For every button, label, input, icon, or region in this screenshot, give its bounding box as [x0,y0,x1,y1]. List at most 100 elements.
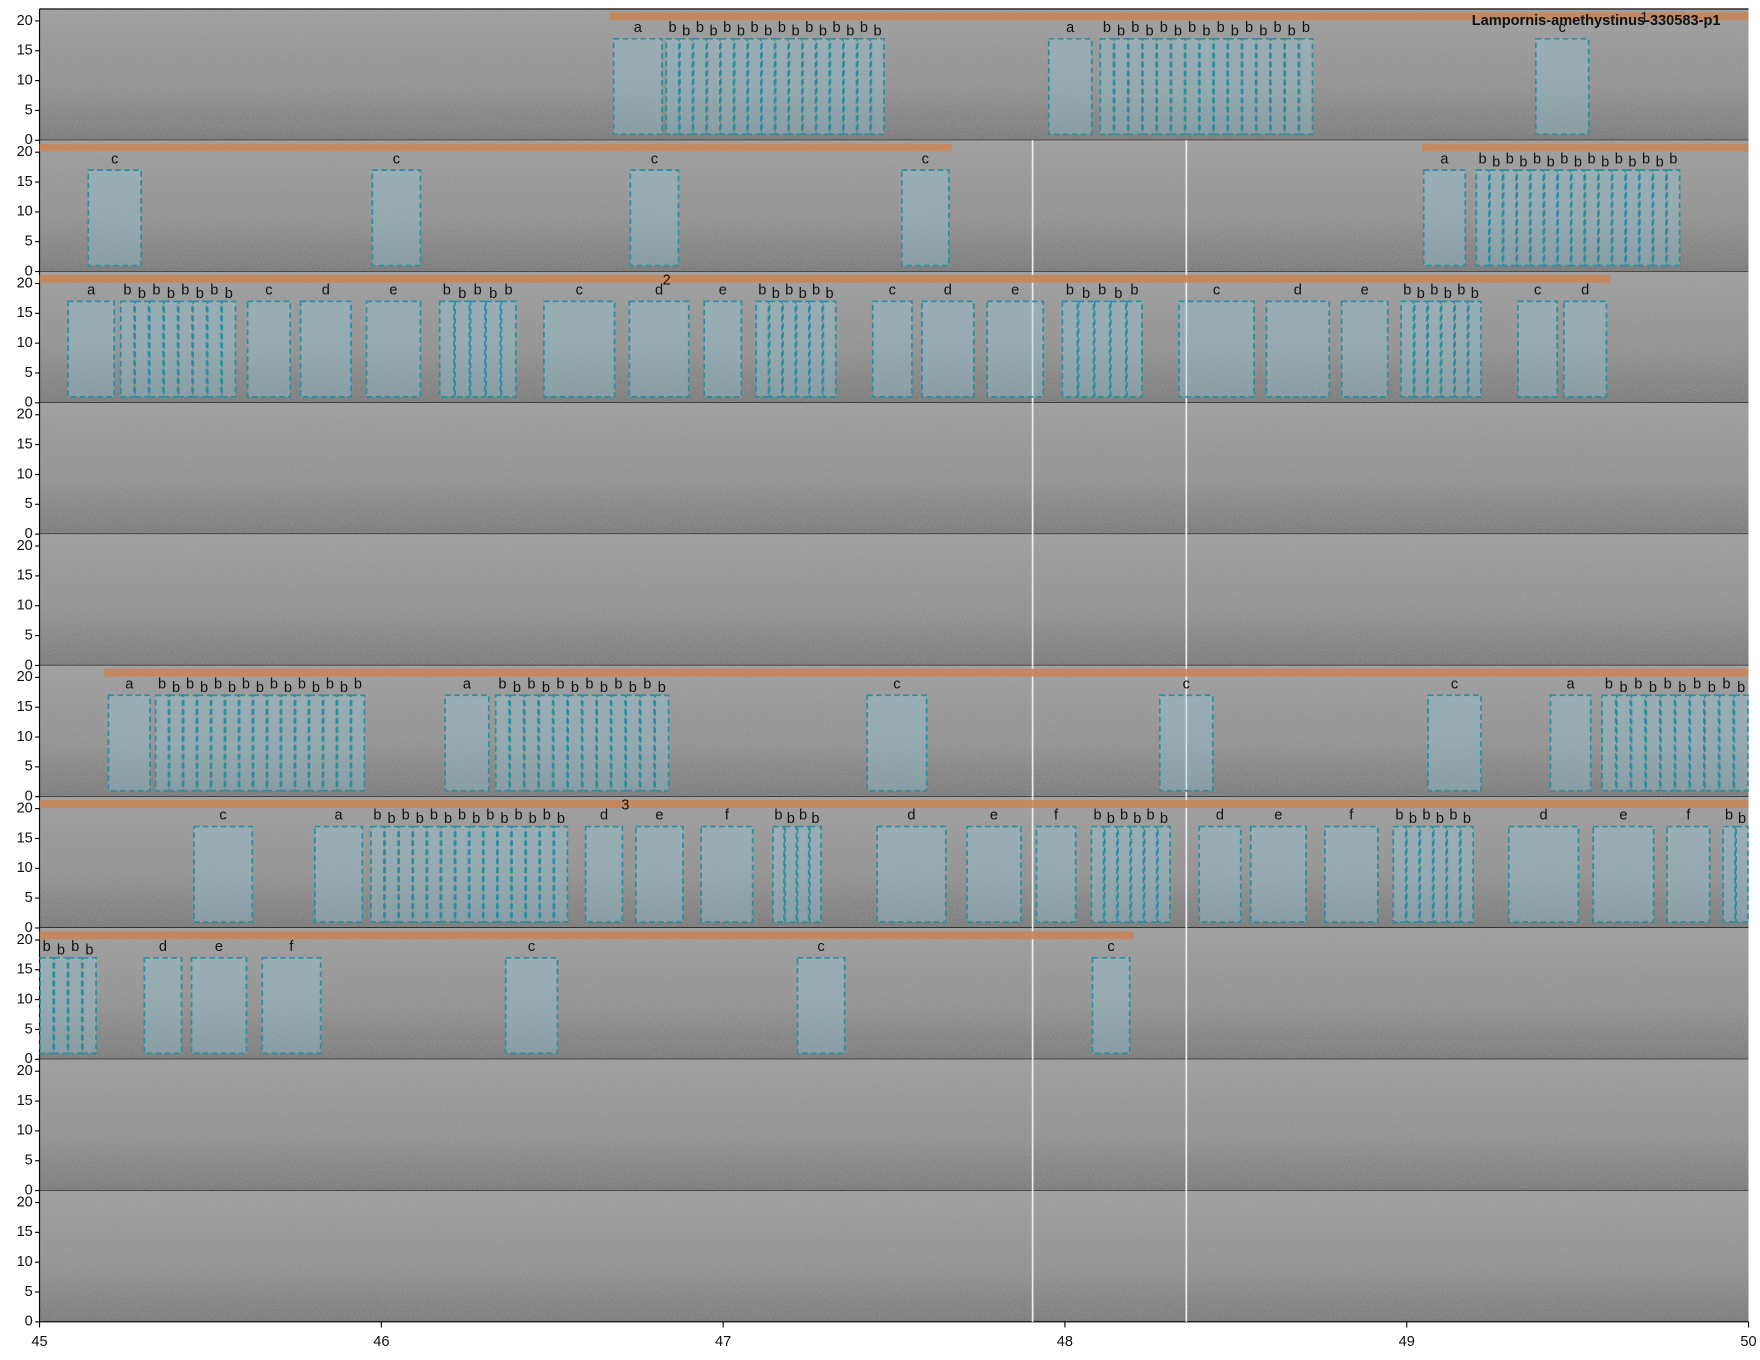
syllable-label: b [373,808,381,824]
song-bar [104,668,1749,677]
syllable-box [1440,300,1455,398]
syllable-label: b [1174,23,1182,39]
y-tick-label: 5 [25,102,33,118]
y-tick-label: 0 [25,526,33,542]
syllable-box [1611,169,1626,267]
syllable-box [322,694,338,792]
syllable-label: e [215,939,223,955]
syllable-label: b [1457,283,1465,299]
syllable-label: d [907,808,915,824]
syllable-box [1199,37,1214,136]
spectrogram-noise [39,1059,1749,1191]
syllable-box [1543,169,1558,267]
y-tick-label: 15 [17,174,33,190]
syllable-box [497,825,512,923]
phrase-number: 3 [621,798,629,814]
syllable-box [772,825,785,923]
syllable-label: b [527,676,535,692]
y-tick-label: 20 [17,800,33,816]
syllable-box [1324,825,1379,923]
syllable-box [1035,825,1077,923]
syllable-box [1432,825,1447,923]
syllable-label: d [159,939,167,955]
syllable-label: f [1054,808,1059,824]
syllable-label: b [772,286,780,302]
syllable-label: b [158,676,166,692]
syllable-box [1454,300,1469,398]
syllable-box [1529,169,1545,267]
syllable-label: c [1183,676,1190,692]
syllable-box [1130,825,1145,923]
syllable-box [1156,37,1172,136]
song-bar [39,931,1134,940]
y-tick-label: 10 [17,991,33,1007]
y-tick-label: 0 [25,1051,33,1067]
syllable-box [553,825,569,923]
song-bar [39,143,952,152]
syllable-box [1722,825,1736,923]
y-tick-label: 10 [17,204,33,220]
syllable-label: d [944,283,952,299]
syllable-label: b [629,680,637,696]
y-tick-label: 15 [17,1093,33,1109]
y-tick-label: 10 [17,1123,33,1139]
syllable-box [168,694,184,792]
syllable-box [866,694,928,792]
y-tick-label: 10 [17,335,33,351]
syllable-label: b [1120,808,1128,824]
syllable-label: b [1259,23,1267,39]
y-tick-label: 15 [17,1224,33,1240]
syllable-label: b [1479,151,1487,167]
syllable-label: b [513,680,521,696]
syllable-box [1093,300,1111,398]
syllable-box [796,956,846,1055]
syllable-box [454,300,471,398]
syllable-label: b [764,23,772,39]
syllable-box [224,694,240,792]
syllable-label: b [71,939,79,955]
syllable-label: b [1217,20,1225,36]
syllable-box [504,956,559,1055]
syllable-box [412,825,428,923]
syllable-label: d [600,808,608,824]
syllable-label: b [1506,151,1514,167]
syllable-box [1077,300,1095,398]
syllable-label: e [719,283,727,299]
syllable-box [612,37,663,136]
y-tick-label: 10 [17,466,33,482]
syllable-label: b [43,939,51,955]
syllable-box [1047,37,1093,136]
y-tick-label: 15 [17,962,33,978]
syllable-box [1645,694,1661,792]
syllable-box [1103,825,1118,923]
syllable-box [1601,694,1617,792]
syllable-label: c [1213,283,1220,299]
syllable-label: b [737,23,745,39]
syllable-label: a [1066,20,1075,36]
spectrogram-noise [39,927,1749,1060]
syllable-box [148,300,164,398]
syllable-label: b [505,283,513,299]
spectrogram-noise [39,140,1749,272]
syllable-box [625,694,641,792]
syllable-box [87,169,143,267]
chart-title: Lampornis-amethystinus-330583-p1 [1472,13,1721,29]
syllable-label: b [498,676,506,692]
syllable-label: b [557,811,565,827]
syllable-label: b [529,811,537,827]
syllable-label: b [1145,23,1153,39]
syllable-box [444,694,490,792]
x-tick-label: 47 [715,1334,731,1350]
y-tick-label: 20 [17,144,33,160]
syllable-box [238,694,254,792]
syllable-box [190,956,248,1055]
syllable-box [134,300,150,398]
syllable-box [440,825,456,923]
syllable-box [1489,169,1504,267]
syllable-label: b [1444,286,1452,302]
syllable-box [829,37,844,136]
syllable-label: b [123,283,131,299]
syllable-label: d [1581,283,1589,299]
